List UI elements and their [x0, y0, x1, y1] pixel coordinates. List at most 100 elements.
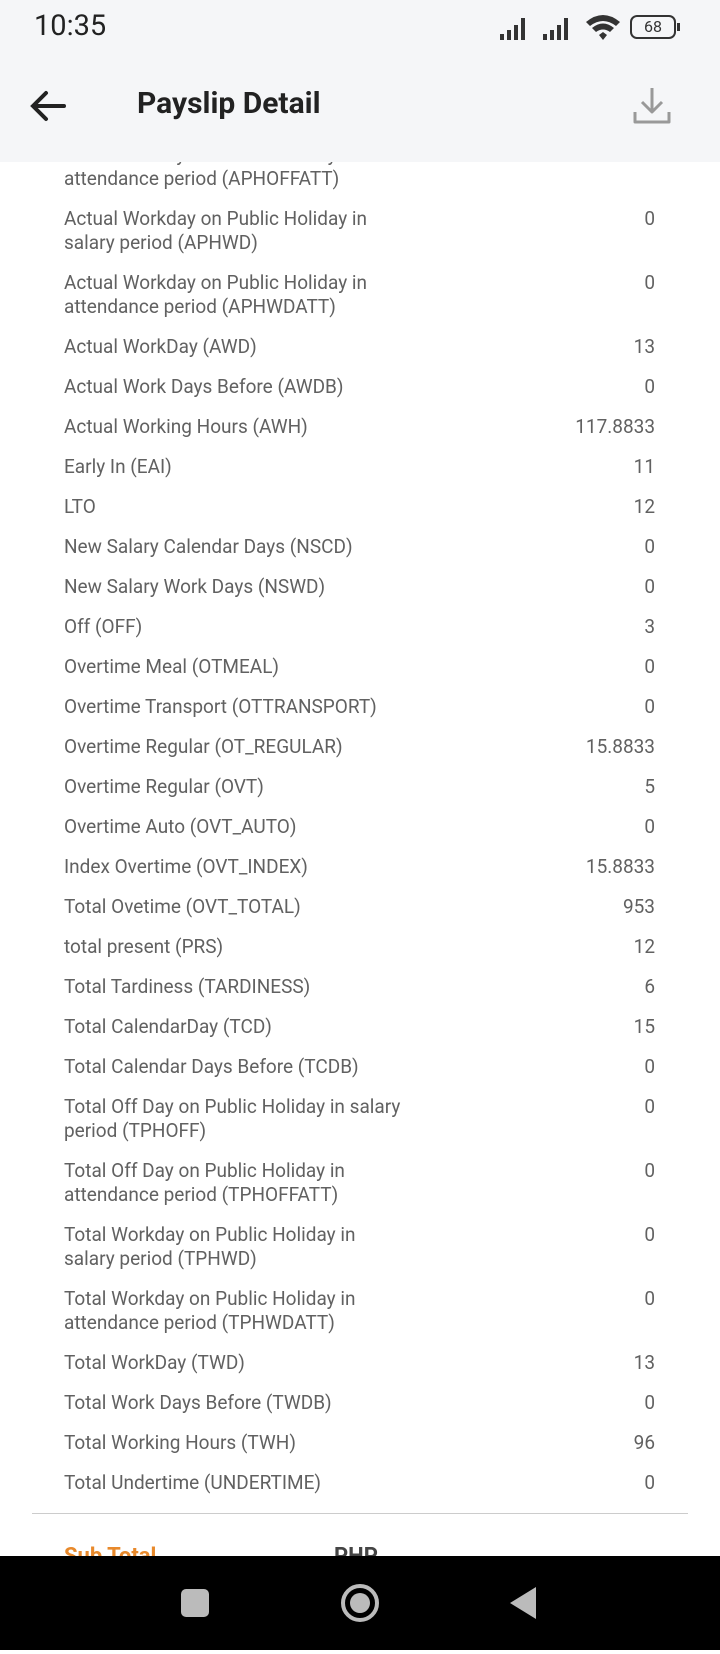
payslip-row: Actual Off Day on Public Holiday in atte… — [0, 162, 720, 199]
clock: 10:35 — [34, 9, 107, 43]
row-label: LTO — [64, 495, 96, 518]
row-label: Overtime Auto (OVT_AUTO) — [64, 815, 297, 838]
row-label: Overtime Regular (OT_REGULAR) — [64, 735, 343, 758]
row-value: 15.8833 — [585, 855, 655, 878]
row-value: 0 — [644, 207, 655, 230]
row-value: 12 — [633, 935, 655, 958]
payslip-row: Actual WorkDay (AWD) 13 — [0, 327, 720, 367]
row-label: Actual Off Day on Public Holiday in atte… — [64, 162, 357, 190]
row-value: 12 — [633, 495, 655, 518]
row-label: Actual Working Hours (AWH) — [64, 415, 308, 438]
row-value: 117.8833 — [575, 415, 655, 438]
payslip-row: LTO 12 — [0, 487, 720, 527]
back-nav-button[interactable] — [510, 1587, 536, 1619]
row-value: 13 — [633, 1351, 655, 1374]
row-label: Actual Workday on Public Holiday in atte… — [64, 271, 368, 318]
row-label: Total Workday on Public Holiday in atten… — [64, 1287, 356, 1334]
subtotal-currency: PHP — [334, 1544, 378, 1556]
row-label: Actual Workday on Public Holiday in sala… — [64, 207, 368, 254]
payslip-row: Total Working Hours (TWH) 96 — [0, 1423, 720, 1463]
row-value: 0 — [644, 655, 655, 678]
row-value: 0 — [644, 375, 655, 398]
payslip-row: total present (PRS) 12 — [0, 927, 720, 967]
row-value: 6 — [644, 975, 655, 998]
row-value: 0 — [644, 575, 655, 598]
payslip-row: Index Overtime (OVT_INDEX) 15.8833 — [0, 847, 720, 887]
row-label: Overtime Regular (OVT) — [64, 775, 264, 798]
row-value: 0 — [644, 1287, 655, 1310]
row-value: 96 — [633, 1431, 655, 1454]
row-value: 0 — [644, 1055, 655, 1078]
row-value: 0 — [644, 535, 655, 558]
app-bar: Payslip Detail — [0, 54, 720, 162]
row-label: New Salary Work Days (NSWD) — [64, 575, 326, 598]
back-button[interactable] — [26, 84, 70, 128]
download-button[interactable] — [630, 84, 674, 128]
payslip-row: Actual Work Days Before (AWDB) 0 — [0, 367, 720, 407]
nav-buttons — [181, 1584, 536, 1622]
row-label: Total Ovetime (OVT_TOTAL) — [64, 895, 301, 918]
row-label: Total Tardiness (TARDINESS) — [64, 975, 311, 998]
row-label: Total Work Days Before (TWDB) — [64, 1391, 332, 1414]
payslip-row: Total Off Day on Public Holiday in salar… — [0, 1087, 720, 1151]
row-value: 3 — [644, 615, 655, 638]
payslip-row: Actual Workday on Public Holiday in sala… — [0, 199, 720, 263]
payslip-row: Total Work Days Before (TWDB) 0 — [0, 1383, 720, 1423]
payslip-row: Overtime Transport (OTTRANSPORT) 0 — [0, 687, 720, 727]
row-label: New Salary Calendar Days (NSCD) — [64, 535, 353, 558]
payslip-row: Off (OFF) 3 — [0, 607, 720, 647]
row-value: 0 — [644, 695, 655, 718]
row-label: Total Undertime (UNDERTIME) — [64, 1471, 322, 1494]
payslip-row: Overtime Meal (OTMEAL) 0 — [0, 647, 720, 687]
subtotal-row: Sub Total PHP — [0, 1544, 720, 1556]
row-label: Actual WorkDay (AWD) — [64, 335, 257, 358]
row-value: 0 — [644, 1159, 655, 1182]
payslip-row: Actual Working Hours (AWH) 117.8833 — [0, 407, 720, 447]
row-value: 0 — [644, 162, 655, 191]
page-title: Payslip Detail — [137, 86, 321, 121]
nav-bar — [0, 1556, 720, 1650]
payslip-row: Total CalendarDay (TCD) 15 — [0, 1007, 720, 1047]
payslip-row: Total Undertime (UNDERTIME) 0 — [0, 1463, 720, 1503]
row-label: Total Working Hours (TWH) — [64, 1431, 296, 1454]
divider — [32, 1513, 688, 1544]
status-icons: 68 — [500, 15, 680, 40]
payslip-row: Total WorkDay (TWD) 13 — [0, 1343, 720, 1383]
row-value: 0 — [644, 1391, 655, 1414]
row-label: Total Off Day on Public Holiday in salar… — [64, 1095, 401, 1142]
row-label: Index Overtime (OVT_INDEX) — [64, 855, 308, 878]
row-value: 953 — [622, 895, 655, 918]
payslip-row: Total Off Day on Public Holiday in atten… — [0, 1151, 720, 1215]
row-label: Overtime Transport (OTTRANSPORT) — [64, 695, 377, 718]
payslip-row: Total Calendar Days Before (TCDB) 0 — [0, 1047, 720, 1087]
row-label: Total Calendar Days Before (TCDB) — [64, 1055, 359, 1078]
battery-level: 68 — [644, 17, 662, 36]
row-label: Actual Work Days Before (AWDB) — [64, 375, 344, 398]
row-value: 0 — [644, 271, 655, 294]
subtotal-label: Sub Total — [64, 1544, 156, 1556]
row-label: Total Off Day on Public Holiday in atten… — [64, 1159, 345, 1206]
row-label: Total WorkDay (TWD) — [64, 1351, 245, 1374]
row-value: 13 — [633, 335, 655, 358]
payslip-row: Actual Workday on Public Holiday in atte… — [0, 263, 720, 327]
recents-button[interactable] — [181, 1589, 209, 1617]
payslip-row: Total Workday on Public Holiday in atten… — [0, 1279, 720, 1343]
payslip-row: Total Ovetime (OVT_TOTAL) 953 — [0, 887, 720, 927]
row-label: Overtime Meal (OTMEAL) — [64, 655, 280, 678]
row-label: Off (OFF) — [64, 615, 143, 638]
row-value: 11 — [633, 455, 655, 478]
payslip-row: Overtime Regular (OVT) 5 — [0, 767, 720, 807]
payslip-row: New Salary Calendar Days (NSCD) 0 — [0, 527, 720, 567]
row-value: 15 — [633, 1015, 655, 1038]
home-button[interactable] — [341, 1584, 379, 1622]
payslip-row: New Salary Work Days (NSWD) 0 — [0, 567, 720, 607]
row-value: 15.8833 — [585, 735, 655, 758]
row-label: Total Workday on Public Holiday in salar… — [64, 1223, 356, 1270]
payslip-list: Actual Off Day on Public Holiday in atte… — [0, 162, 720, 1556]
row-value: 0 — [644, 1223, 655, 1246]
payslip-row: Overtime Regular (OT_REGULAR) 15.8833 — [0, 727, 720, 767]
row-value: 0 — [644, 1471, 655, 1494]
row-label: Early In (EAI) — [64, 455, 172, 478]
payslip-row: Early In (EAI) 11 — [0, 447, 720, 487]
